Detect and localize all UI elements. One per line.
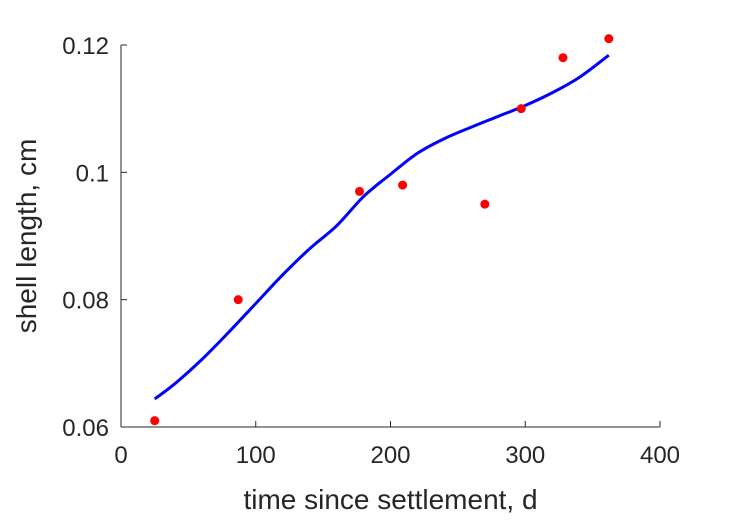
data-point: [480, 199, 490, 209]
data-point: [150, 416, 160, 426]
y-axis-label: shell length, cm: [11, 139, 42, 334]
axis-labels: time since settlement, d shell length, c…: [11, 139, 538, 515]
x-tick-label: 400: [640, 442, 680, 469]
y-tick-label: 0.08: [62, 288, 109, 315]
data-point: [398, 180, 408, 190]
data-point: [604, 34, 614, 44]
data-point: [516, 104, 526, 114]
x-tick-label: 0: [114, 442, 127, 469]
axes: 0 100 200 300 400 0.06 0.08 0.1 0.12: [62, 33, 680, 469]
y-tick-label: 0.1: [76, 160, 109, 187]
x-tick-label: 100: [236, 442, 276, 469]
x-tick-label: 200: [370, 442, 410, 469]
x-axis-label: time since settlement, d: [243, 484, 537, 515]
fitted-curve-line: [153, 53, 610, 401]
data-point: [355, 186, 365, 196]
plot-area: [150, 34, 614, 426]
data-point: [558, 53, 568, 63]
y-tick-label: 0.06: [62, 415, 109, 442]
y-tick-label: 0.12: [62, 33, 109, 60]
data-point: [233, 295, 243, 305]
x-tick-label: 300: [505, 442, 545, 469]
